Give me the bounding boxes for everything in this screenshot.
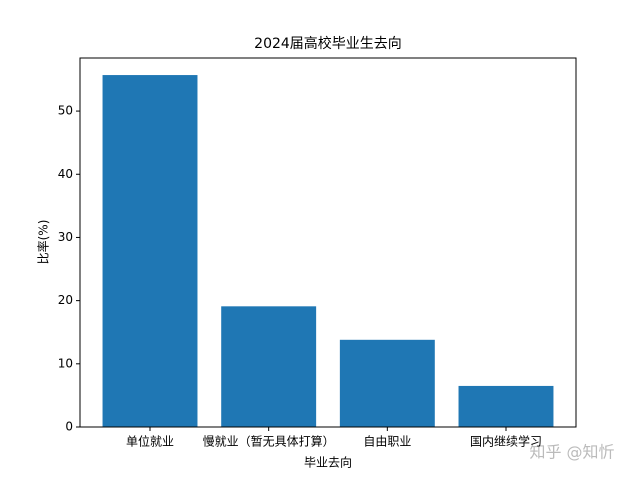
x-tick-label: 自由职业 <box>363 435 411 449</box>
bar <box>102 75 198 427</box>
bar <box>339 339 435 427</box>
chart-title: 2024届高校毕业生去向 <box>254 35 402 52</box>
y-tick-label: 50 <box>58 104 73 118</box>
y-axis-label: 比率(%) <box>36 220 51 265</box>
watermark: 知乎 @知忻 <box>529 443 614 462</box>
bar <box>458 385 554 427</box>
x-tick-label: 单位就业 <box>126 434 174 449</box>
bar <box>221 306 317 427</box>
x-tick-label: 慢就业（暂无具体打算） <box>203 434 335 449</box>
x-tick-label: 国内继续学习 <box>470 434 542 449</box>
y-tick-label: 20 <box>58 293 73 307</box>
y-tick-label: 10 <box>58 356 73 370</box>
plot-frame <box>79 57 577 428</box>
y-tick-label: 0 <box>65 420 73 434</box>
y-tick-label: 30 <box>58 230 73 244</box>
y-tick-label: 40 <box>58 167 73 181</box>
x-axis-label: 毕业去向 <box>304 455 352 470</box>
